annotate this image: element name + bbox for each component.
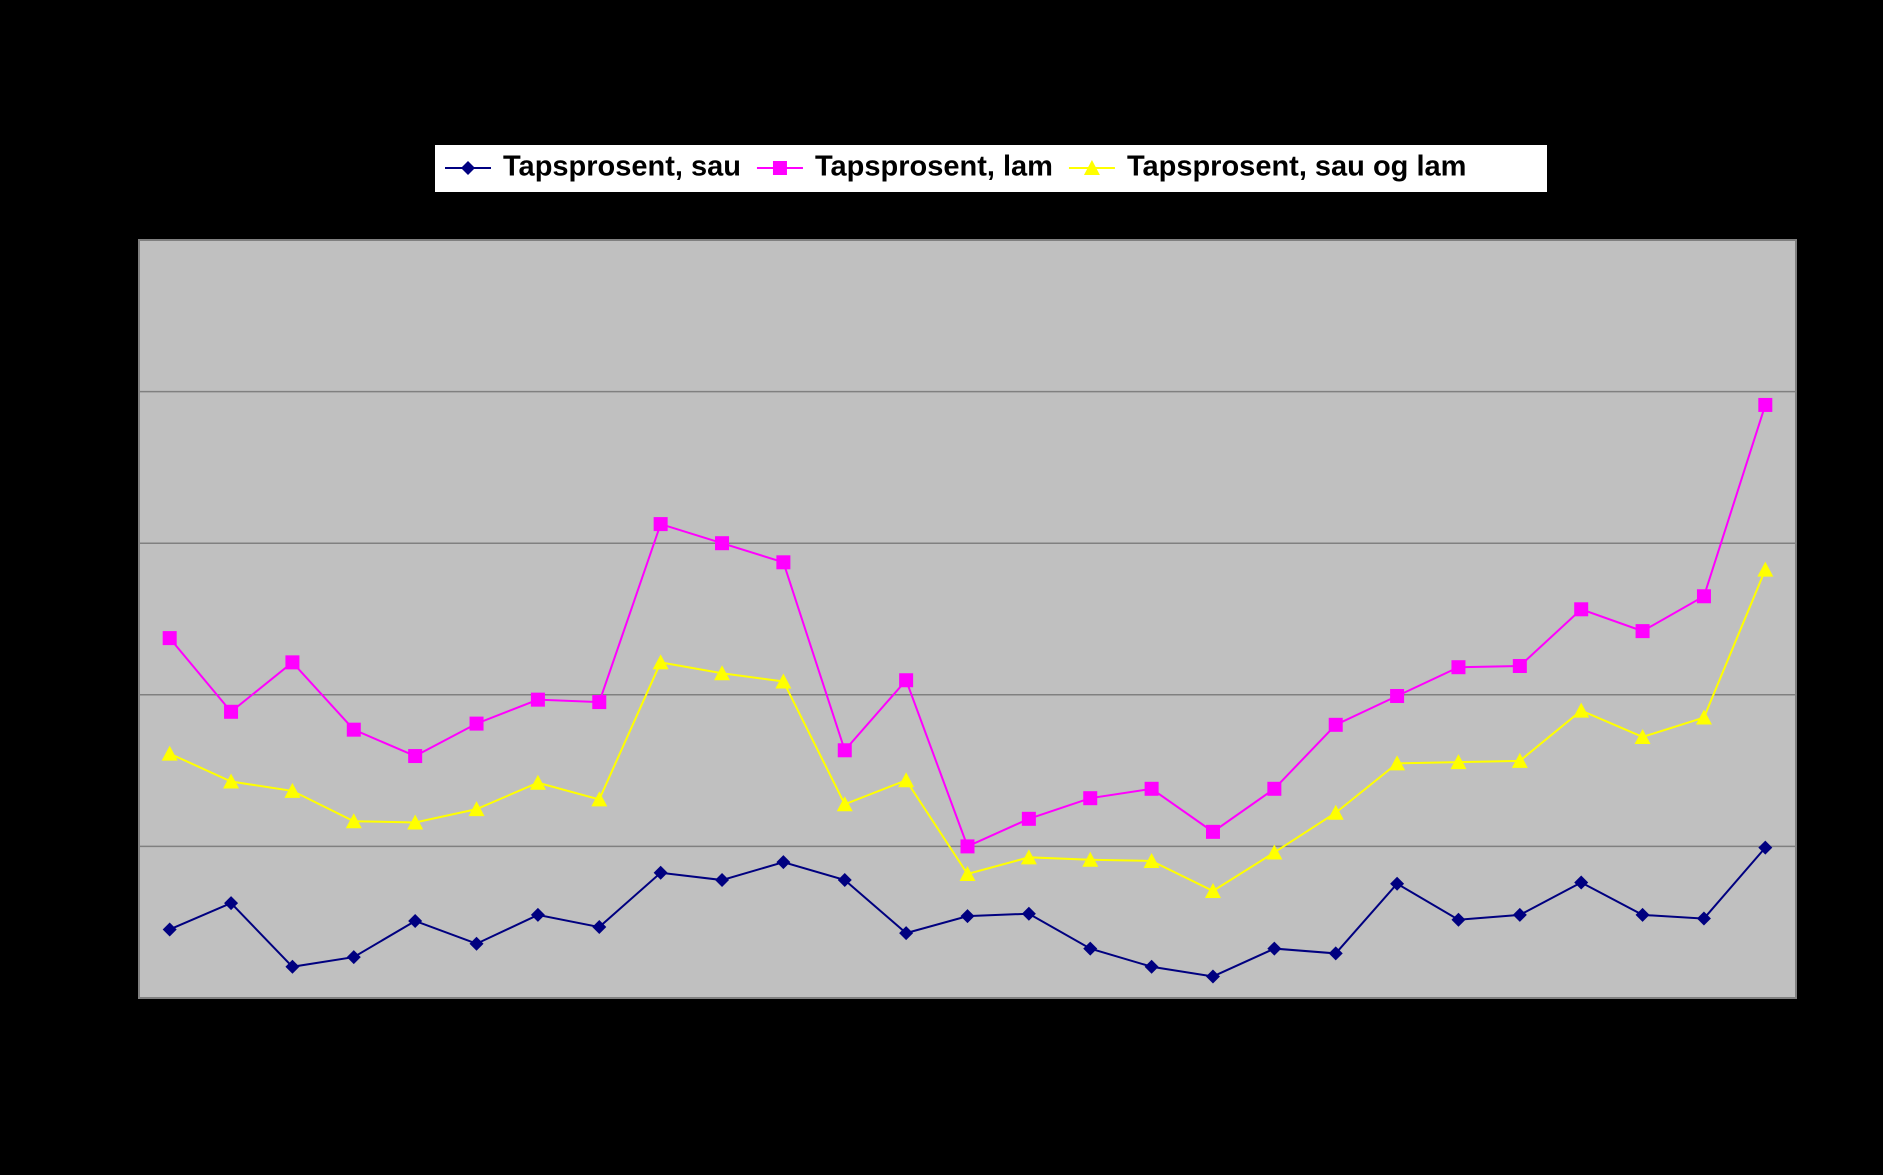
marker	[776, 855, 791, 870]
marker	[1020, 849, 1037, 865]
marker	[1144, 959, 1159, 974]
marker	[1082, 851, 1099, 867]
marker	[1266, 844, 1283, 860]
marker	[530, 907, 545, 922]
marker	[1143, 852, 1160, 868]
marker	[1635, 907, 1650, 922]
marker	[715, 873, 730, 888]
marker	[1144, 781, 1159, 796]
marker	[1757, 561, 1774, 577]
marker	[653, 865, 668, 880]
marker	[1205, 969, 1220, 984]
marker	[162, 922, 177, 937]
marker	[345, 813, 362, 829]
marker	[652, 654, 669, 670]
marker	[1021, 906, 1036, 921]
marker	[1021, 811, 1036, 826]
marker	[592, 920, 607, 935]
marker	[772, 161, 787, 175]
marker	[1204, 882, 1221, 898]
marker	[224, 704, 239, 719]
marker	[1511, 752, 1528, 768]
marker	[592, 695, 607, 710]
marker	[1758, 840, 1773, 855]
plot-area	[138, 239, 1797, 999]
marker	[1083, 941, 1098, 956]
marker	[898, 772, 915, 788]
marker	[837, 743, 852, 758]
marker	[1573, 702, 1590, 718]
marker	[224, 896, 239, 911]
marker	[1451, 912, 1466, 927]
marker	[837, 873, 852, 888]
marker	[346, 722, 361, 737]
y-tick-label: 10	[105, 681, 129, 706]
y-tick-label: 0	[117, 984, 129, 1009]
marker	[408, 749, 423, 764]
marker	[1083, 160, 1100, 175]
marker	[469, 936, 484, 951]
marker	[591, 791, 608, 807]
marker	[1389, 755, 1406, 771]
marker	[776, 555, 791, 570]
marker	[1328, 717, 1343, 732]
marker	[285, 655, 300, 670]
marker	[1390, 689, 1405, 704]
marker	[284, 782, 301, 798]
marker	[1512, 658, 1527, 673]
y-tick-label: 15	[105, 529, 129, 554]
legend-box	[435, 145, 1547, 192]
marker	[899, 926, 914, 941]
marker	[162, 631, 177, 646]
marker	[1696, 911, 1711, 926]
marker	[346, 950, 361, 965]
marker	[285, 959, 300, 974]
marker	[529, 774, 546, 790]
marker	[1574, 875, 1589, 890]
y-tick-label: 25	[105, 226, 129, 251]
marker	[1634, 728, 1651, 744]
marker	[223, 773, 240, 789]
marker	[1695, 709, 1712, 725]
marker	[530, 692, 545, 707]
marker	[715, 536, 730, 551]
marker	[1451, 660, 1466, 675]
y-tick-label: 20	[105, 377, 129, 402]
marker	[1696, 589, 1711, 604]
marker	[461, 161, 475, 175]
marker	[468, 801, 485, 817]
marker	[161, 745, 178, 761]
legend-label: Tapsprosent, sau	[503, 151, 741, 183]
marker	[1758, 397, 1773, 412]
marker	[1390, 876, 1405, 891]
marker	[1083, 791, 1098, 806]
marker	[836, 796, 853, 812]
legend-label: Tapsprosent, lam	[815, 151, 1053, 183]
legend-label: Tapsprosent, sau og lam	[1127, 151, 1466, 183]
marker	[1205, 824, 1220, 839]
marker	[1327, 804, 1344, 820]
marker	[775, 673, 792, 689]
marker	[408, 913, 423, 928]
marker	[959, 865, 976, 881]
marker	[1450, 754, 1467, 770]
marker	[960, 839, 975, 854]
marker	[960, 909, 975, 924]
marker	[653, 517, 668, 532]
marker	[1267, 781, 1282, 796]
marker	[1328, 946, 1343, 961]
marker	[1267, 941, 1282, 956]
marker	[407, 814, 424, 830]
y-tick-label: 5	[117, 832, 129, 857]
marker	[469, 716, 484, 731]
marker	[899, 673, 914, 688]
marker	[1574, 602, 1589, 617]
marker	[1512, 907, 1527, 922]
marker	[714, 665, 731, 681]
marker	[1635, 624, 1650, 639]
